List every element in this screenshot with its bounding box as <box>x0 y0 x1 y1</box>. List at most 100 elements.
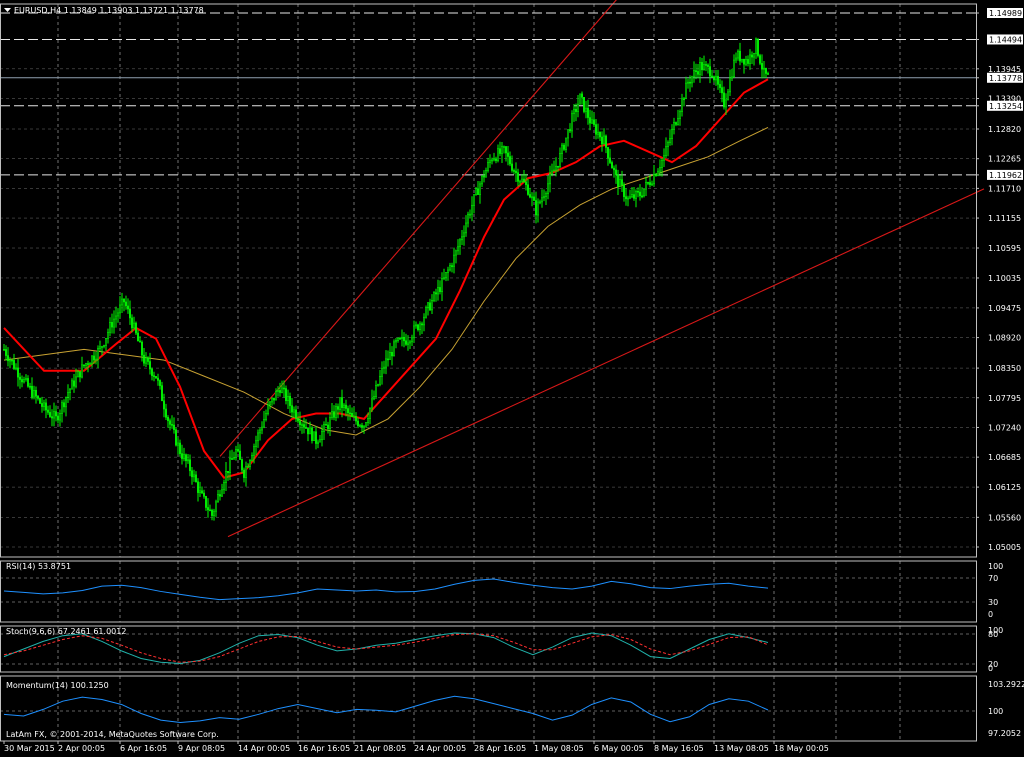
candle-body <box>441 278 443 293</box>
candle-body <box>277 390 279 392</box>
candle-body <box>623 184 625 197</box>
candle-body <box>645 182 647 190</box>
price-label: 1.10595 <box>988 244 1021 253</box>
pane-frame <box>0 625 977 673</box>
candle-body <box>21 379 23 383</box>
candle-body <box>633 194 635 199</box>
candle-body <box>269 401 271 406</box>
candle-body <box>699 62 701 75</box>
candle-body <box>137 332 139 342</box>
candle-body <box>457 246 459 252</box>
price-tag-label: 1.13254 <box>989 102 1022 111</box>
candle-body <box>71 380 73 390</box>
momentum-line <box>3 695 769 724</box>
price-label: 1.11710 <box>988 184 1021 193</box>
candle-body <box>19 376 21 380</box>
candle-body <box>221 489 223 497</box>
candle-body <box>365 422 367 427</box>
time-label: 14 Apr 00:05 <box>238 744 290 753</box>
candle-body <box>351 412 353 418</box>
trend-channel[interactable] <box>219 0 985 538</box>
price-label: 1.12820 <box>988 125 1021 134</box>
rsi-title: RSI(14) 53.8751 <box>6 562 71 571</box>
candle-body <box>391 351 393 357</box>
candle-body <box>453 254 455 267</box>
candle-body <box>133 322 135 329</box>
candle-body <box>349 412 351 415</box>
momentum-axis-label: 100 <box>988 707 1003 716</box>
candle-body <box>369 407 371 419</box>
candle-body <box>159 380 161 386</box>
candle-body <box>401 336 403 340</box>
candle-body <box>73 380 75 387</box>
candle-body <box>741 58 743 62</box>
candle-body <box>27 378 29 387</box>
candle-body <box>677 118 679 125</box>
stoch-axis-label: 20 <box>988 660 998 669</box>
candle-body <box>511 163 513 171</box>
candle-body <box>519 180 521 183</box>
channel-upper-line[interactable] <box>219 0 624 457</box>
candle-body <box>175 429 177 446</box>
price-tag-box <box>987 8 1023 18</box>
candle-body <box>29 385 31 388</box>
candle-body <box>603 135 605 145</box>
candle-body <box>665 146 667 157</box>
candle-body <box>765 67 767 74</box>
candle-body <box>653 174 655 185</box>
candle-body <box>531 196 533 199</box>
candle-body <box>285 388 287 401</box>
candle-body <box>177 442 179 446</box>
candle-body <box>409 341 411 344</box>
time-label: 2 Apr 00:05 <box>58 744 105 753</box>
candle-body <box>301 424 303 426</box>
candle-body <box>33 390 35 398</box>
candle-body <box>513 170 515 172</box>
candle-body <box>705 64 707 66</box>
candle-body <box>727 91 729 101</box>
time-label: 1 May 08:05 <box>534 744 584 753</box>
candle-body <box>9 359 11 362</box>
candle-body <box>15 367 17 370</box>
candle-body <box>615 169 617 175</box>
candle-body <box>583 97 585 112</box>
pane-frame <box>0 560 977 623</box>
candle-body <box>719 84 721 88</box>
candle-body <box>655 174 657 177</box>
candle-body <box>431 300 433 311</box>
candle-body <box>697 71 699 75</box>
candle-body <box>297 418 299 422</box>
candle-body <box>53 411 55 419</box>
price-tag-label: 1.11962 <box>989 171 1022 180</box>
candle-body <box>753 53 755 58</box>
momentum-title: Momentum(14) 100.1250 <box>6 681 109 690</box>
candle-body <box>23 379 25 383</box>
candle-body <box>199 490 201 493</box>
candle-body <box>733 59 735 78</box>
candle-body <box>563 144 565 150</box>
candle-body <box>543 196 545 199</box>
candle-body <box>135 322 137 334</box>
candle-body <box>517 172 519 182</box>
candle-body <box>271 397 273 403</box>
candle-body <box>607 147 609 159</box>
candle-body <box>465 222 467 234</box>
candle-body <box>575 108 577 112</box>
candle-body <box>399 337 401 340</box>
time-label: 30 Mar 2015 <box>4 744 55 753</box>
candle-body <box>749 54 751 64</box>
candle-body <box>739 50 741 62</box>
channel-lower-line[interactable] <box>227 188 985 538</box>
candle-body <box>237 449 239 452</box>
candle-body <box>51 416 53 419</box>
candle-body <box>435 292 437 295</box>
candle-body <box>459 239 461 248</box>
candle-body <box>25 378 27 380</box>
rsi-axis-label: 0 <box>988 610 993 619</box>
candle-body <box>579 93 581 105</box>
candle-body <box>55 411 57 417</box>
price-tag-label: 1.13778 <box>989 74 1022 83</box>
candle-body <box>445 272 447 279</box>
triangle-down-icon[interactable] <box>4 8 11 12</box>
